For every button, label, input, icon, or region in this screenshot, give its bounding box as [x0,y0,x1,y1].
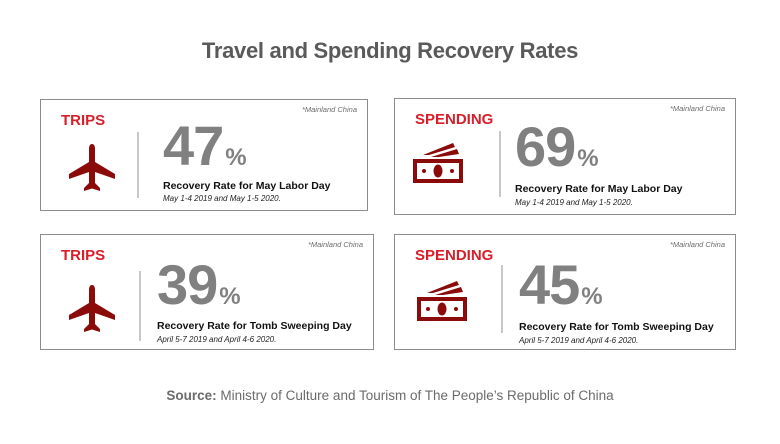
value-number: 45 [519,253,580,316]
card-dates: May 1-4 2019 and May 1-5 2020. [515,198,633,207]
card-label: TRIPS [61,112,106,129]
card-description: Recovery Rate for Tomb Sweeping Day [519,321,714,333]
mainland-china-note: *Mainland China [307,240,363,249]
card-dates: May 1-4 2019 and May 1-5 2020. [163,194,281,203]
recovery-rate-value: 39% [157,257,241,325]
mainland-china-note: *Mainland China [301,105,357,114]
spending-tomb-sweeping-day-card: SPENDING *Mainland China 45% Recovery Ra… [394,234,736,350]
card-description: Recovery Rate for May Labor Day [163,180,331,192]
value-number: 39 [157,253,218,316]
value-number: 69 [515,115,576,178]
card-label: SPENDING [415,111,494,128]
card-label: SPENDING [415,247,494,264]
source-citation: Source: Ministry of Culture and Tourism … [0,388,780,403]
recovery-rate-value: 45% [519,257,603,325]
value-unit: % [225,144,247,171]
page-title: Travel and Spending Recovery Rates [201,38,579,63]
card-divider [501,265,503,333]
card-divider [137,132,139,198]
trips-may-labor-day-card: TRIPS *Mainland China 47% Recovery Rate … [40,99,368,211]
value-unit: % [577,145,599,172]
money-bills-icon [409,135,471,193]
value-number: 47 [163,114,224,177]
mainland-china-note: *Mainland China [669,104,725,113]
airplane-icon [63,279,121,337]
card-dates: April 5-7 2019 and April 4-6 2020. [157,335,277,344]
card-description: Recovery Rate for Tomb Sweeping Day [157,320,352,332]
card-description: Recovery Rate for May Labor Day [515,183,683,195]
card-divider [499,131,501,197]
card-dates: April 5-7 2019 and April 4-6 2020. [519,336,639,345]
recovery-rate-value: 69% [515,119,599,187]
mainland-china-note: *Mainland China [669,240,725,249]
card-divider [139,271,141,341]
value-unit: % [581,283,603,310]
recovery-rate-value: 47% [163,118,247,186]
source-label: Source: [166,388,217,403]
card-label: TRIPS [61,247,106,264]
source-text: Ministry of Culture and Tourism of The P… [220,388,614,403]
money-bills-icon [413,273,475,331]
value-unit: % [219,283,241,310]
trips-tomb-sweeping-day-card: TRIPS *Mainland China 39% Recovery Rate … [40,234,374,350]
spending-may-labor-day-card: SPENDING *Mainland China 69% Recovery Ra… [394,98,736,215]
airplane-icon [63,138,121,196]
